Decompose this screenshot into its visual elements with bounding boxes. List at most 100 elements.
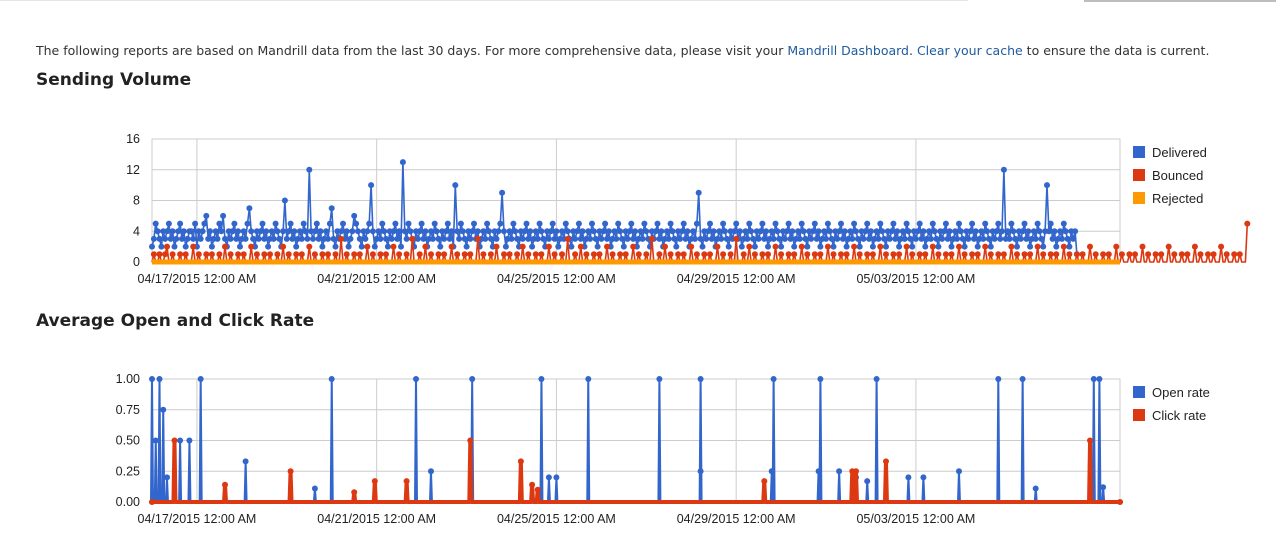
bounced-point (1165, 243, 1172, 250)
bounced-point (896, 251, 903, 258)
delivered-point (886, 235, 893, 242)
bounced-point (751, 251, 758, 258)
delivered-point (514, 235, 521, 242)
delivered-point (551, 235, 558, 242)
bounced-point (1218, 243, 1225, 250)
bounced-point (630, 243, 637, 250)
delivered-point (785, 220, 792, 227)
delivered-point (619, 235, 625, 242)
delivered-point (265, 243, 272, 250)
delivered-point (281, 197, 288, 204)
delivered-point (750, 235, 756, 242)
delivered-point (326, 220, 333, 227)
delivered-point (499, 189, 506, 196)
clear-cache-link[interactable]: Clear your cache (916, 43, 1023, 58)
delivered-point (815, 228, 822, 235)
bounced-point (182, 251, 189, 258)
delivered-point (828, 235, 835, 242)
delivered-point (952, 228, 959, 235)
click-rate-point (351, 489, 358, 496)
bounced-point (778, 251, 785, 258)
delivered-point (1060, 220, 1067, 227)
delivered-point (579, 228, 586, 235)
click-rate-point (761, 478, 768, 485)
bounced-point (532, 251, 539, 258)
delivered-point (261, 235, 268, 242)
delivered-point (396, 228, 403, 235)
delivered-point (669, 228, 676, 235)
delivered-point (405, 220, 412, 227)
bounced-point (622, 251, 629, 258)
bounced-point (1126, 251, 1133, 258)
delivered-point (572, 235, 579, 242)
delivered-point (939, 235, 946, 242)
delivered-point (641, 220, 648, 227)
bounced-point (1073, 251, 1080, 258)
bounced-point (1118, 251, 1125, 258)
bounced-point (506, 251, 513, 258)
delivered-point (854, 235, 861, 242)
bounced-point (707, 251, 713, 258)
delivered-point (398, 243, 404, 250)
delivered-point (257, 228, 264, 235)
delivered-point (562, 220, 569, 227)
bounced-point (551, 251, 558, 258)
delivered-point (680, 220, 687, 227)
delivered-point (926, 228, 932, 235)
bounced-point (824, 243, 831, 250)
delivered-point (667, 220, 674, 227)
bounced-point (285, 251, 292, 258)
delivered-point (328, 205, 335, 212)
delivered-point (907, 235, 914, 242)
click-rate-point (222, 481, 228, 488)
open-rate-legend-label: Open rate (1152, 385, 1210, 400)
delivered-point (707, 220, 713, 227)
bounced-point (1053, 251, 1060, 258)
delivered-point (285, 228, 292, 235)
delivered-point (418, 220, 425, 227)
delivered-point (381, 228, 388, 235)
delivered-point (847, 228, 854, 235)
open-rate-point (956, 468, 962, 475)
rejected-legend-swatch (1133, 192, 1145, 204)
bounced-point (222, 243, 228, 250)
bounced-point (791, 251, 798, 258)
bounced-point (150, 251, 157, 258)
bounced-point (869, 251, 876, 258)
delivered-point (677, 235, 683, 242)
delivered-point (171, 243, 178, 250)
bounced-point (306, 243, 313, 250)
x-tick-label: 04/21/2015 12:00 AM (317, 512, 436, 526)
delivered-point (602, 220, 609, 227)
delivered-point (1034, 220, 1041, 227)
open-rate-point (428, 468, 434, 475)
open-rate-point (905, 474, 912, 481)
delivered-point (896, 243, 903, 250)
bounced-point (1178, 251, 1185, 258)
bounced-point (656, 251, 663, 258)
bounced-point (298, 251, 305, 258)
delivered-point (873, 228, 880, 235)
delivered-point (216, 220, 223, 227)
delivered-point (377, 235, 384, 242)
delivered-point (716, 228, 723, 235)
delivered-point (1057, 228, 1064, 235)
bounced-point (935, 251, 942, 258)
delivered-point (527, 228, 534, 235)
delivered-point (502, 243, 509, 250)
mandrill-dashboard-link[interactable]: Mandrill Dashboard (787, 43, 909, 58)
delivered-point (323, 228, 330, 235)
delivered-point (349, 228, 356, 235)
open-rate-point (328, 376, 335, 382)
y-tick-label: 8 (133, 194, 140, 208)
delivered-point (368, 182, 375, 189)
bounced-point (909, 251, 916, 258)
y-tick-label: 0.50 (116, 434, 140, 448)
delivered-point (180, 228, 187, 235)
bounced-point (1040, 251, 1047, 258)
delivered-point (1049, 235, 1056, 242)
bounced-point (648, 235, 655, 242)
bounced-point (714, 243, 721, 250)
delivered-point (207, 228, 213, 235)
bounced-point (929, 243, 936, 250)
